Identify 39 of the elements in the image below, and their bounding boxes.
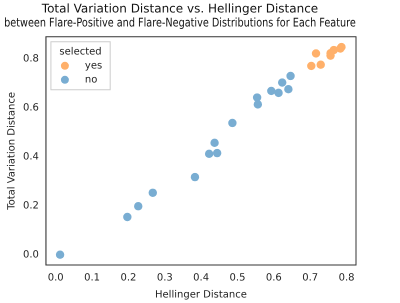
point — [212, 148, 222, 158]
x-tick-label: 0.3 — [156, 272, 173, 284]
legend-label: no — [84, 74, 98, 86]
point — [148, 188, 157, 197]
point — [123, 212, 132, 222]
x-tick-label: 0.5 — [230, 272, 246, 284]
point — [316, 60, 325, 69]
x-tick-label: 0.2 — [120, 272, 136, 284]
x-tick-label: 0.8 — [338, 272, 354, 284]
y-tick-label: 0.8 — [22, 53, 39, 64]
point — [286, 72, 295, 80]
point — [56, 250, 64, 259]
chart-title: Total Variation Distance vs. Hellinger Distance between Flare-Positive and Flare-Negative Distributions for Each Feature — [4, 1, 356, 30]
y-tick-label: 0.0 — [22, 249, 39, 260]
x-tick-label: 0.6 — [266, 272, 282, 284]
x-tick-label: 0.4 — [193, 272, 210, 284]
y-tick-label: 0.2 — [22, 200, 39, 212]
point — [307, 62, 316, 70]
y-axis-title: Total Variation Distance — [6, 92, 18, 211]
point — [252, 93, 262, 102]
legend-label: yes — [84, 60, 102, 72]
point — [134, 202, 142, 210]
y-tick-label: 0.6 — [22, 102, 39, 114]
y-tick-label: 0.4 — [22, 151, 39, 162]
point — [278, 78, 286, 87]
point — [210, 138, 219, 148]
point — [312, 49, 320, 58]
point — [204, 150, 214, 158]
x-tick-label: 0.7 — [302, 272, 318, 284]
legend-title: selected — [59, 46, 102, 58]
point — [274, 88, 283, 98]
x-tick-label: 0.0 — [48, 272, 64, 284]
x-tick-label: 0.1 — [84, 272, 100, 284]
x-axis-title: Hellinger Distance — [155, 290, 247, 301]
point — [284, 85, 293, 94]
point — [254, 100, 262, 109]
point — [267, 86, 276, 96]
point — [190, 172, 200, 182]
point — [228, 118, 237, 128]
